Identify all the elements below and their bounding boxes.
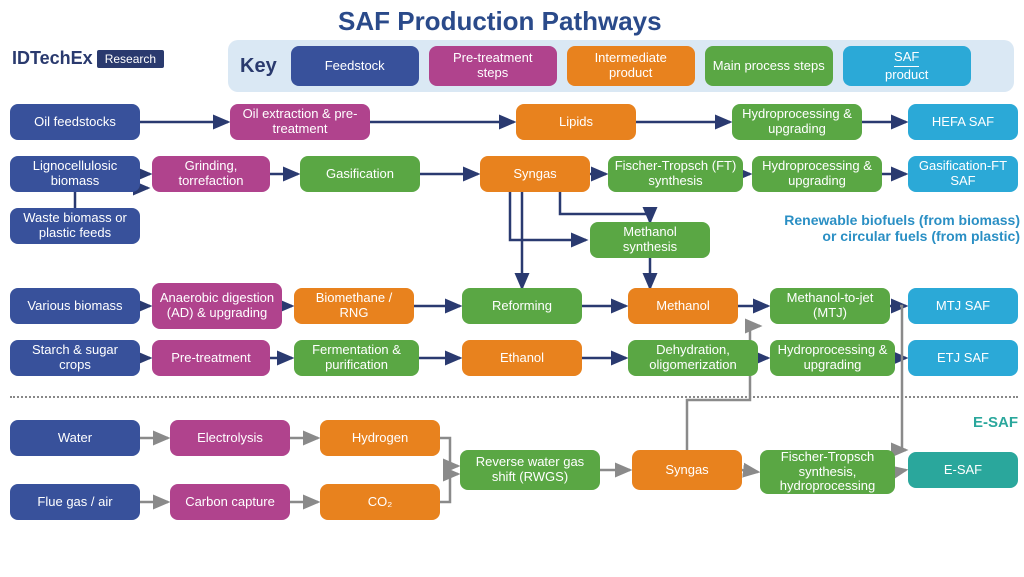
node-hydrogen: Hydrogen xyxy=(320,420,440,456)
key-item-pretreat: Pre-treatment steps xyxy=(429,46,557,86)
node-syngas2: Syngas xyxy=(632,450,742,490)
node-etjsaf: ETJ SAF xyxy=(908,340,1018,376)
logo-badge: Research xyxy=(97,50,164,68)
node-esaf: E-SAF xyxy=(908,452,1018,488)
node-methanol: Methanol xyxy=(628,288,738,324)
node-anaer: Anaerobic digestion (AD) & upgrading xyxy=(152,283,282,329)
node-ligno: Lignocellulosic biomass xyxy=(10,156,140,192)
node-biometh: Biomethane / RNG xyxy=(294,288,414,324)
logo-main: IDTechEx xyxy=(12,48,93,69)
node-gasifsaf: Gasification-FT SAF xyxy=(908,156,1018,192)
node-ft1: Fischer-Tropsch (FT) synthesis xyxy=(608,156,743,192)
node-oilextract: Oil extraction & pre-treatment xyxy=(230,104,370,140)
node-grind: Grinding, torrefaction xyxy=(152,156,270,192)
node-electro: Electrolysis xyxy=(170,420,290,456)
key-item-process: Main process steps xyxy=(705,46,833,86)
node-carbcap: Carbon capture xyxy=(170,484,290,520)
annotation-1: E-SAF xyxy=(948,414,1018,431)
node-starch: Starch & sugar crops xyxy=(10,340,140,376)
node-pretreat2: Pre-treatment xyxy=(152,340,270,376)
node-various: Various biomass xyxy=(10,288,140,324)
node-mtj: Methanol-to-jet (MTJ) xyxy=(770,288,890,324)
node-gasif: Gasification xyxy=(300,156,420,192)
node-hydro2: Hydroprocessing & upgrading xyxy=(752,156,882,192)
node-reform: Reforming xyxy=(462,288,582,324)
node-lipids: Lipids xyxy=(516,104,636,140)
annotation-0: Renewable biofuels (from biomass) or cir… xyxy=(770,212,1020,244)
node-ferment: Fermentation & purification xyxy=(294,340,419,376)
node-hefa: HEFA SAF xyxy=(908,104,1018,140)
node-oilfeed: Oil feedstocks xyxy=(10,104,140,140)
node-ethanol: Ethanol xyxy=(462,340,582,376)
logo: IDTechExResearch xyxy=(12,48,164,69)
node-waste: Waste biomass or plastic feeds xyxy=(10,208,140,244)
node-water: Water xyxy=(10,420,140,456)
key-legend: Key FeedstockPre-treatment stepsIntermedi… xyxy=(228,40,1014,92)
node-mtjsaf: MTJ SAF xyxy=(908,288,1018,324)
key-item-intermediate: Intermediate product xyxy=(567,46,695,86)
node-hydro3: Hydroprocessing & upgrading xyxy=(770,340,895,376)
node-flue: Flue gas / air xyxy=(10,484,140,520)
node-hydro1: Hydroprocessing & upgrading xyxy=(732,104,862,140)
node-syngas1: Syngas xyxy=(480,156,590,192)
node-rwgs: Reverse water gas shift (RWGS) xyxy=(460,450,600,490)
key-item-feedstock: Feedstock xyxy=(291,46,419,86)
node-co2: CO₂ xyxy=(320,484,440,520)
section-divider xyxy=(10,396,1018,398)
node-methsyn: Methanol synthesis xyxy=(590,222,710,258)
node-dehyd: Dehydration, oligomerization xyxy=(628,340,758,376)
node-ft2: Fischer-Tropsch synthesis, hydroprocessi… xyxy=(760,450,895,494)
key-label: Key xyxy=(240,55,277,78)
page-title: SAF Production Pathways xyxy=(338,6,662,37)
key-item-saf: SAFproduct xyxy=(843,46,971,86)
